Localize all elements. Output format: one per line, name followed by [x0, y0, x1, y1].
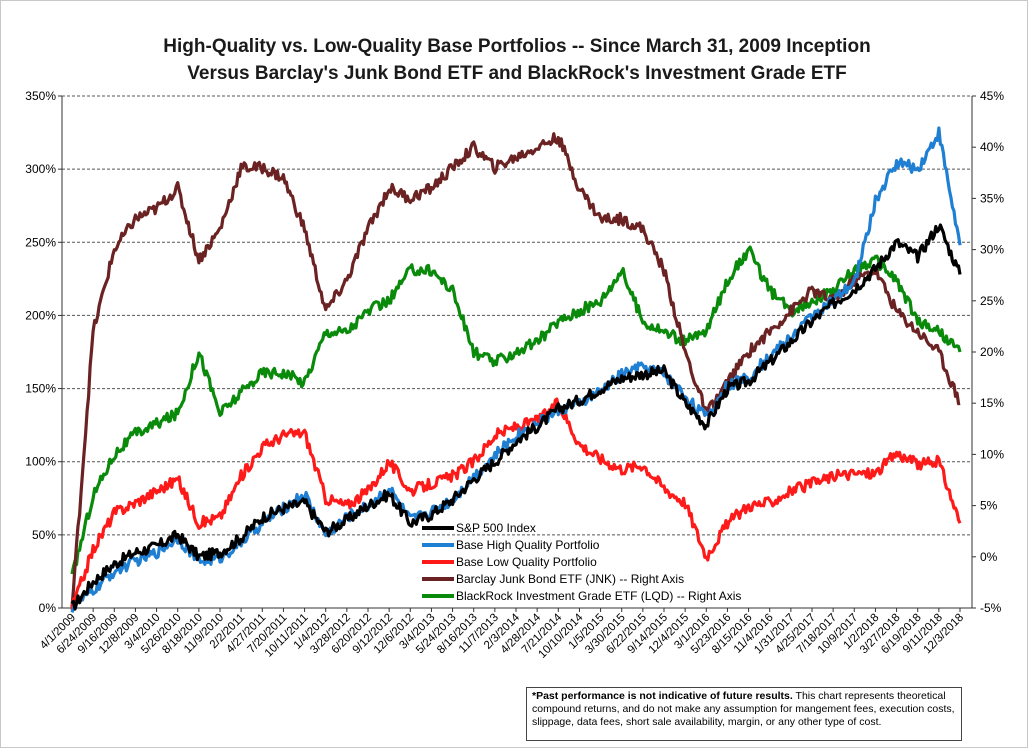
series-line-4 [70, 245, 962, 575]
right-tick-label: 0% [980, 550, 998, 564]
legend-label-4: BlackRock Investment Grade ETF (LQD) -- … [456, 589, 741, 603]
chart-title-line-1: High-Quality vs. Low-Quality Base Portfo… [163, 36, 871, 57]
legend: S&P 500 Index Base High Quality Portfolio… [422, 521, 741, 603]
right-tick-label: 30% [980, 243, 1004, 257]
disclaimer-bold: *Past performance is not indicative of f… [532, 690, 793, 702]
right-tick-label: 35% [980, 191, 1004, 205]
series-line-0 [70, 223, 962, 611]
legend-label-3: Barclay Junk Bond ETF (JNK) -- Right Axi… [456, 572, 684, 586]
left-tick-label: 0% [39, 601, 57, 615]
series-lines [70, 126, 962, 613]
left-tick-label: 250% [25, 235, 56, 249]
left-tick-label: 50% [32, 528, 56, 542]
right-tick-label: 20% [980, 345, 1004, 359]
left-tick-label: 100% [25, 455, 56, 469]
right-tick-label: 15% [980, 396, 1004, 410]
right-tick-label: 25% [980, 294, 1004, 308]
left-tick-label: 150% [25, 382, 56, 396]
x-axis-ticks: 4/1/20096/24/20099/16/200912/8/20093/4/2… [38, 608, 966, 661]
legend-label-0: S&P 500 Index [456, 521, 536, 535]
series-line-2 [70, 397, 962, 611]
left-tick-label: 300% [25, 162, 56, 176]
disclaimer-box: *Past performance is not indicative of f… [526, 687, 962, 741]
right-axis-ticks: -5% 0% 5% 10% 15% 20% 25% 30% 35% 40% 45% [972, 89, 1004, 615]
right-tick-label: 45% [980, 89, 1004, 103]
series-line-3 [70, 132, 961, 608]
legend-label-1: Base High Quality Portfolio [456, 538, 600, 552]
right-tick-label: 10% [980, 447, 1004, 461]
gridlines [62, 95, 972, 536]
right-tick-label: 5% [980, 499, 998, 513]
right-tick-label: -5% [980, 601, 1002, 615]
left-tick-label: 200% [25, 308, 56, 322]
left-axis-ticks: 0% 50% 100% 150% 200% 250% 300% 350% [25, 89, 62, 615]
chart-title-line-2: Versus Barclay's Junk Bond ETF and Black… [187, 63, 847, 84]
legend-label-2: Base Low Quality Portfolio [456, 555, 597, 569]
left-tick-label: 350% [25, 89, 56, 103]
right-tick-label: 40% [980, 140, 1004, 154]
disclaimer-text: This chart represents theoretical compou… [532, 690, 955, 728]
